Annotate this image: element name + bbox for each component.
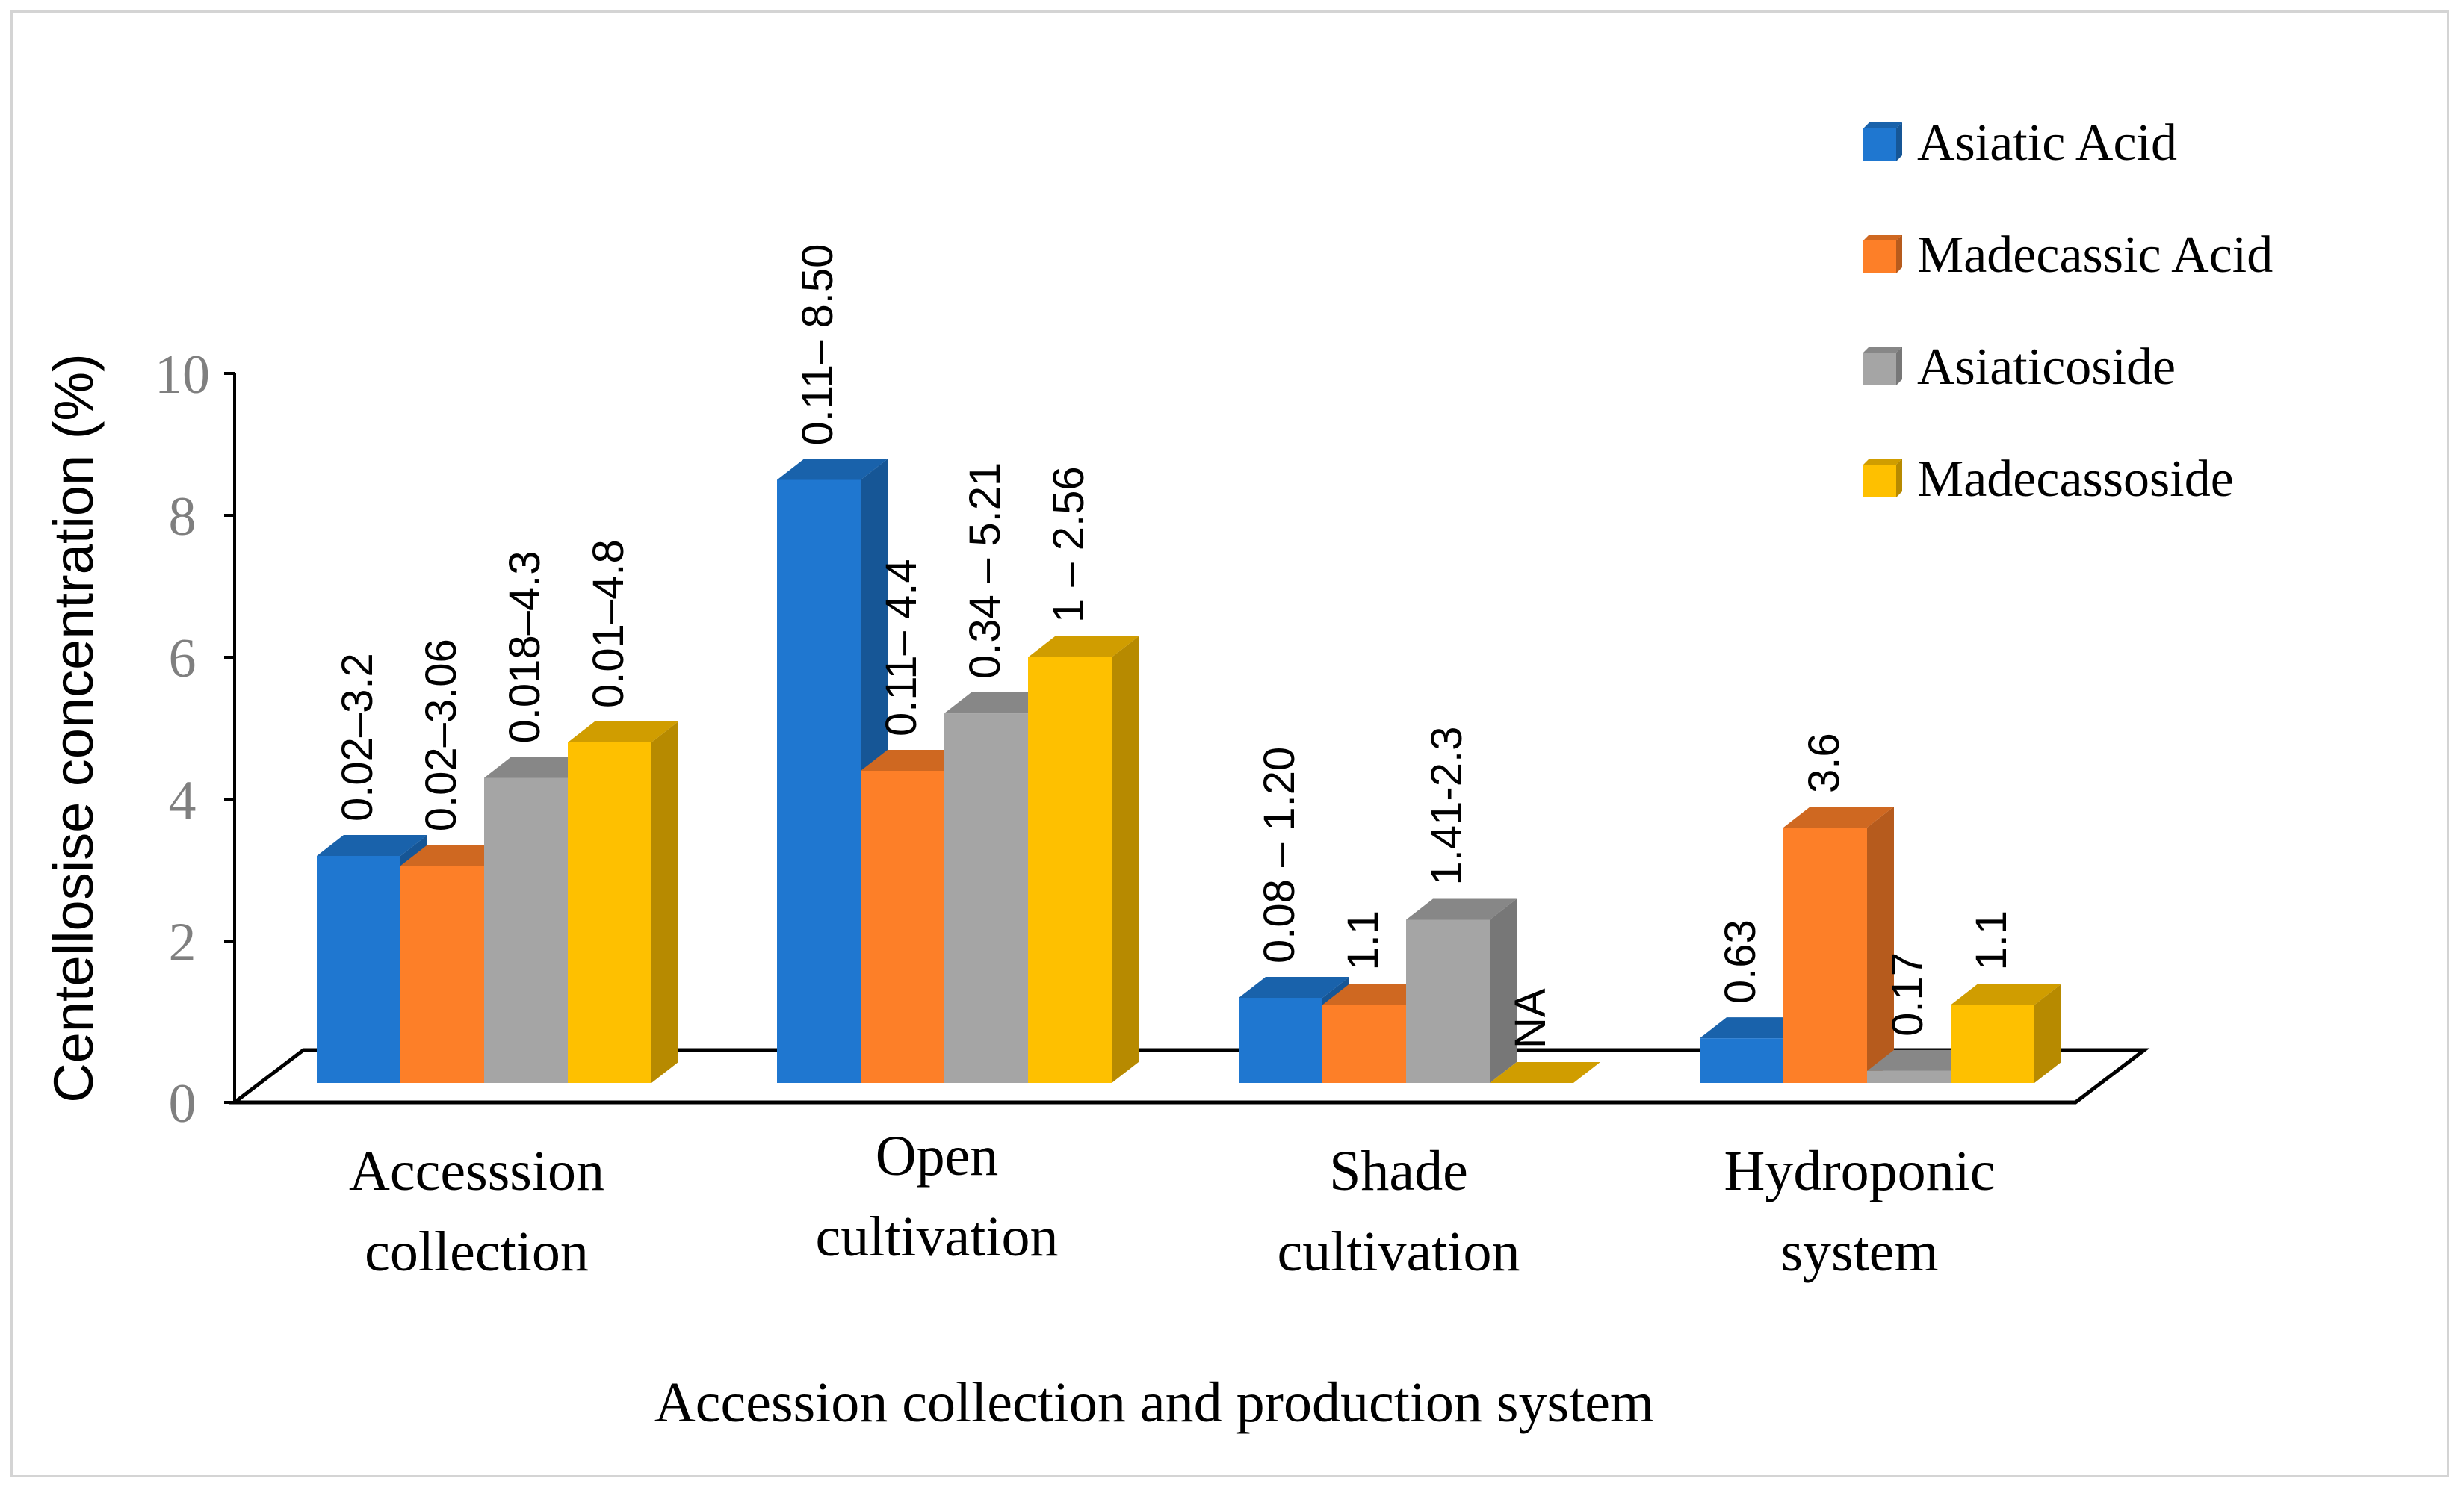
legend-swatch bbox=[1863, 465, 1896, 497]
legend-label: Madecassic Acid bbox=[1917, 226, 2273, 284]
x-category-label: collection bbox=[365, 1220, 589, 1283]
bar-madecassoside-2 bbox=[1490, 1062, 1600, 1083]
data-label: 0.02–3.06 bbox=[417, 639, 465, 831]
x-category-label: Hydroponic bbox=[1724, 1140, 1995, 1202]
y-tick-label: 2 bbox=[169, 912, 196, 973]
bar-asiaticoside-2 bbox=[1406, 898, 1517, 1083]
data-label: 1.41-2.3 bbox=[1423, 727, 1471, 886]
x-category-label: system bbox=[1780, 1220, 1938, 1283]
chart-frame bbox=[10, 10, 2449, 1477]
chart-floor bbox=[229, 1048, 2150, 1105]
x-category-label: Accesssion bbox=[349, 1140, 604, 1202]
data-label: 1.1 bbox=[1967, 910, 2016, 971]
data-label: 1.1 bbox=[1339, 910, 1387, 971]
x-category-label: cultivation bbox=[815, 1205, 1058, 1268]
y-tick-label: 8 bbox=[169, 486, 196, 547]
x-category-label: Open bbox=[876, 1125, 999, 1188]
data-label: 0.02–3.2 bbox=[333, 653, 382, 822]
legend-label: Asiatic Acid bbox=[1917, 114, 2177, 172]
data-label: 0.11– 4.4 bbox=[877, 559, 926, 736]
legend-label: Asiaticoside bbox=[1917, 338, 2176, 396]
data-label: 0.63 bbox=[1716, 919, 1765, 1004]
data-label: 0.17 bbox=[1883, 952, 1932, 1037]
data-label: 0.11– 8.50 bbox=[793, 244, 842, 446]
x-axis-title: Accession collection and production syst… bbox=[654, 1371, 1654, 1434]
data-label: 0.01–4.8 bbox=[584, 539, 633, 708]
y-tick-label: 4 bbox=[169, 770, 196, 831]
legend-swatch bbox=[1863, 353, 1896, 385]
data-label: 0.018–4.3 bbox=[501, 550, 549, 743]
y-tick-label: 10 bbox=[155, 344, 210, 406]
legend-swatch bbox=[1863, 128, 1896, 161]
x-category-label: cultivation bbox=[1277, 1220, 1520, 1283]
bar-madecassoside-0 bbox=[568, 721, 678, 1083]
data-label: 0.34 – 5.21 bbox=[961, 462, 1009, 679]
y-tick-label: 0 bbox=[169, 1073, 196, 1135]
y-axis-title: Centellosise concentration (%) bbox=[43, 353, 105, 1103]
y-tick-label: 6 bbox=[169, 628, 196, 689]
data-label: 3.6 bbox=[1800, 733, 1848, 793]
legend-label: Madecassoside bbox=[1917, 450, 2234, 508]
data-label: NA bbox=[1506, 988, 1555, 1049]
data-label: 1 – 2.56 bbox=[1044, 466, 1093, 623]
x-category-label: Shade bbox=[1329, 1140, 1468, 1202]
legend-swatch bbox=[1863, 240, 1896, 273]
bar-madecassoside-1 bbox=[1028, 636, 1139, 1083]
bar-madecassic-acid-3 bbox=[1783, 807, 1894, 1083]
bar-madecassoside-3 bbox=[1951, 984, 2061, 1083]
data-label: 0.08 – 1.20 bbox=[1255, 747, 1304, 963]
